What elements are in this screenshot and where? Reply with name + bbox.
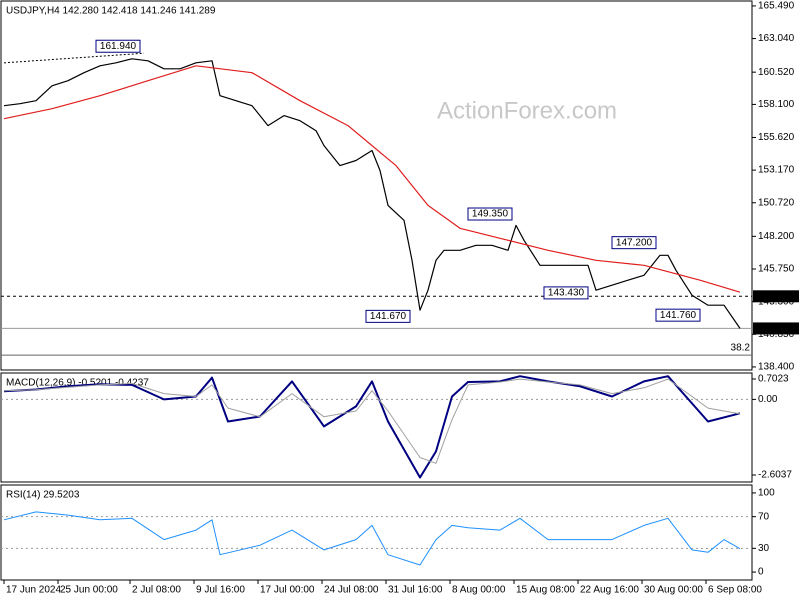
- y-tick-label: 30: [758, 543, 770, 554]
- annotation-box: [611, 236, 657, 250]
- y-tick-label: 100: [758, 488, 775, 499]
- x-tick-label: 25 Jun 00:00: [60, 585, 118, 596]
- x-tick-label: 15 Aug 08:00: [516, 585, 575, 596]
- annotation-label: 143.430: [548, 288, 585, 299]
- annotation-box: [467, 207, 513, 221]
- panel-title: MACD(12,26,9) -0.5201 -0.4237: [6, 378, 149, 389]
- y-tick-label: 0.7023: [758, 374, 789, 385]
- y-tick-label: 158.100: [758, 99, 795, 110]
- y-tick-label: 160.520: [758, 67, 795, 78]
- x-tick-label: 2 Jul 08:00: [132, 585, 181, 596]
- price-level-label: 141.289: [757, 323, 794, 334]
- x-tick-label: 6 Sep 08:00: [708, 585, 762, 596]
- annotation-label: 147.200: [616, 237, 653, 248]
- y-tick-label: 150.720: [758, 197, 795, 208]
- y-tick-label: 70: [758, 511, 770, 522]
- x-tick-label: 9 Jul 16:00: [196, 585, 245, 596]
- x-tick-label: 17 Jul 00:00: [260, 585, 315, 596]
- series-line: [3, 58, 741, 329]
- y-tick-label: 163.040: [758, 33, 795, 44]
- y-tick-label: 138.400: [758, 362, 795, 373]
- y-tick-label: 148.200: [758, 231, 795, 242]
- y-tick-label: 165.490: [758, 1, 795, 12]
- annotation-box: [543, 286, 589, 300]
- annotation-label: 141.670: [370, 311, 407, 322]
- x-tick-label: 22 Aug 16:00: [580, 585, 639, 596]
- y-tick-label: 145.750: [758, 264, 795, 275]
- y-tick-label: -2.6037: [758, 470, 792, 481]
- y-tick-label: 155.620: [758, 132, 795, 143]
- panel-frame: [0, 484, 753, 581]
- series-line: [3, 511, 741, 566]
- annotation-label: 141.760: [660, 310, 697, 321]
- y-tick-label: 0: [758, 567, 764, 578]
- annotation-box: [655, 308, 701, 322]
- price-level-box: [753, 322, 799, 335]
- series-line: [3, 65, 741, 293]
- annotation-label: 149.350: [472, 209, 509, 220]
- x-tick-label: 30 Aug 00:00: [644, 585, 703, 596]
- panel-title: RSI(14) 29.5203: [6, 490, 80, 501]
- x-tick-label: 8 Aug 00:00: [452, 585, 506, 596]
- x-tick-label: 31 Jul 16:00: [388, 585, 443, 596]
- y-tick-label: 153.170: [758, 165, 795, 176]
- annotation-label: 161.940: [100, 41, 137, 52]
- annotation-box: [95, 39, 141, 53]
- x-tick-label: 17 Jun 2024: [6, 585, 61, 596]
- panel-frame: [0, 372, 753, 483]
- panel-title: USDJPY,H4 142.280 142.418 141.246 141.28…: [6, 6, 216, 17]
- price-level-box: [753, 290, 799, 303]
- annotation-box: [365, 309, 411, 323]
- price-level-label: 143.700: [757, 291, 794, 302]
- panel-frame: [0, 0, 753, 371]
- watermark: ActionForex.com: [437, 97, 617, 124]
- trend-line: [3, 52, 145, 64]
- series-line: [3, 378, 741, 464]
- y-tick-label: 0.00: [758, 394, 778, 405]
- x-tick-label: 24 Jul 08:00: [324, 585, 379, 596]
- fib-label: 38.2: [731, 343, 751, 354]
